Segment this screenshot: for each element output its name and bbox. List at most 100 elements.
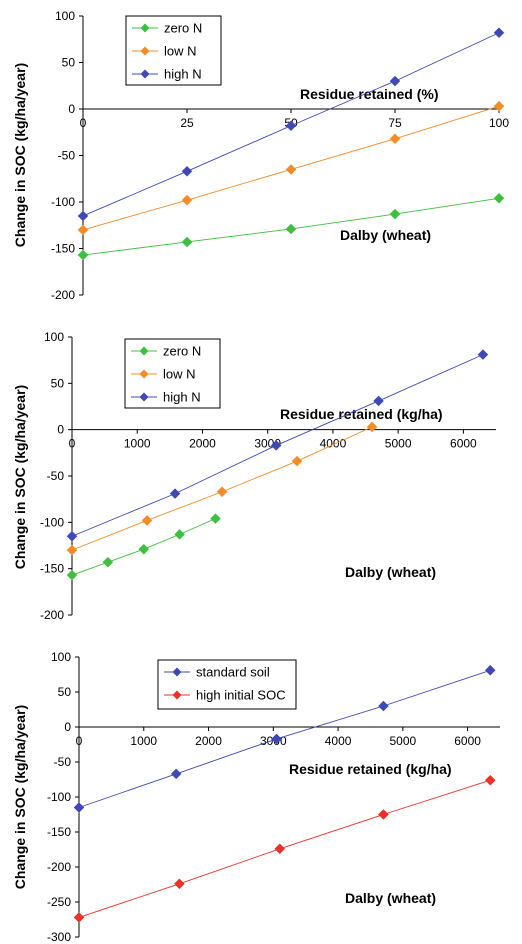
y-tick-label: -150	[47, 825, 71, 839]
y-tick-label: 0	[68, 102, 75, 116]
data-point-marker	[73, 912, 85, 923]
data-point-marker	[66, 544, 78, 556]
x-axis-label: Residue retained (kg/ha)	[289, 761, 452, 777]
y-tick-label: -50	[47, 469, 65, 483]
x-tick-label: 1000	[130, 734, 157, 748]
data-point-marker	[484, 774, 496, 786]
y-tick-label: -200	[47, 860, 71, 874]
y-tick-label: -200	[51, 288, 75, 302]
y-tick-label: -150	[40, 562, 64, 576]
data-point-marker	[378, 809, 389, 820]
x-tick-label: 4000	[325, 734, 352, 748]
data-point-marker	[484, 664, 496, 676]
legend-swatch-marker	[139, 392, 149, 402]
y-tick-label: 50	[62, 56, 76, 70]
x-tick-label: 5000	[389, 734, 416, 748]
y-tick-label: 100	[44, 330, 64, 344]
series-zero-n	[66, 513, 221, 581]
x-tick-label: 2000	[189, 437, 216, 451]
data-point-marker	[181, 165, 193, 177]
data-point-marker	[274, 843, 286, 855]
data-point-marker	[291, 455, 303, 467]
data-point-marker	[285, 223, 297, 235]
data-point-marker	[138, 543, 150, 555]
x-tick-label: 1000	[124, 437, 151, 451]
data-point-marker	[373, 395, 384, 407]
data-point-marker	[77, 210, 89, 222]
data-point-marker	[366, 421, 378, 433]
data-point-marker	[77, 249, 89, 261]
y-tick-label: -250	[47, 895, 71, 909]
legend-swatch-marker	[139, 369, 149, 379]
data-point-marker	[77, 224, 89, 236]
series-low-n	[66, 421, 378, 556]
data-point-marker	[477, 349, 489, 360]
series-high-n	[66, 349, 489, 542]
legend-entry-label: high N	[163, 390, 201, 405]
data-point-marker	[66, 530, 78, 542]
y-tick-label: -100	[51, 195, 75, 209]
data-point-marker	[141, 515, 153, 526]
data-point-marker	[102, 556, 114, 568]
legend-entry-label: zero N	[164, 21, 202, 36]
legend-swatch-marker	[139, 346, 149, 356]
legend-entry-label: high N	[164, 67, 202, 82]
x-tick-label: 2000	[195, 734, 222, 748]
site-annotation: Dalby (wheat)	[340, 227, 431, 243]
x-tick-label: 25	[180, 116, 194, 130]
legend: standard soil high initial SOC	[157, 659, 297, 710]
data-point-marker	[174, 878, 185, 890]
data-point-marker	[170, 768, 182, 780]
legend: zero N low N high N	[125, 15, 222, 86]
legend-entry-label: low N	[163, 367, 196, 382]
x-axis-label: Residue retained (%)	[300, 86, 438, 102]
y-tick-label: -50	[54, 755, 72, 769]
y-tick-label: 100	[55, 9, 75, 23]
legend-swatch-marker	[172, 690, 182, 700]
x-tick-label: 0	[69, 437, 76, 451]
legend-swatch-marker	[140, 46, 150, 56]
chart-residue-kgha-soil-types: 100500-50-100-150-200-250-30001000200030…	[12, 650, 500, 944]
legend-entry-label: standard soil	[196, 665, 270, 680]
site-annotation: Dalby (wheat)	[345, 890, 436, 906]
x-tick-label: 6000	[450, 437, 477, 451]
data-point-marker	[389, 208, 401, 220]
data-point-marker	[73, 802, 85, 813]
x-tick-label: 100	[489, 116, 509, 130]
x-tick-label: 75	[388, 116, 402, 130]
y-tick-label: -200	[40, 608, 64, 622]
y-axis-label: Change in SOC (kg/ha/year)	[12, 385, 28, 569]
y-tick-label: -300	[47, 930, 71, 944]
y-tick-label: 0	[57, 423, 64, 437]
data-point-marker	[378, 700, 389, 712]
series-zero-n	[77, 192, 505, 261]
data-point-marker	[181, 236, 193, 248]
y-tick-label: -100	[40, 515, 64, 529]
data-point-marker	[210, 513, 221, 524]
legend-box	[157, 659, 297, 710]
data-point-marker	[389, 75, 401, 87]
y-axis-label: Change in SOC (kg/ha/year)	[12, 705, 28, 889]
y-axis-label: Change in SOC (kg/ha/year)	[12, 63, 28, 247]
x-tick-label: 5000	[385, 437, 412, 451]
y-tick-label: 50	[58, 685, 72, 699]
data-point-marker	[389, 133, 401, 145]
x-axis-label: Residue retained (kg/ha)	[280, 406, 443, 422]
x-tick-label: 6000	[454, 734, 481, 748]
legend-swatch-marker	[140, 69, 150, 79]
series-high-initial-soc	[73, 774, 496, 923]
legend-entry-label: low N	[164, 44, 197, 59]
y-tick-label: 100	[51, 650, 71, 664]
data-point-marker	[169, 488, 181, 499]
data-point-marker	[493, 27, 505, 39]
legend-swatch-marker	[172, 667, 182, 677]
series-low-n	[77, 100, 505, 236]
data-point-marker	[285, 120, 297, 132]
y-tick-label: -150	[51, 242, 75, 256]
data-point-marker	[66, 569, 78, 581]
data-point-marker	[271, 733, 282, 745]
x-tick-label: 4000	[320, 437, 347, 451]
